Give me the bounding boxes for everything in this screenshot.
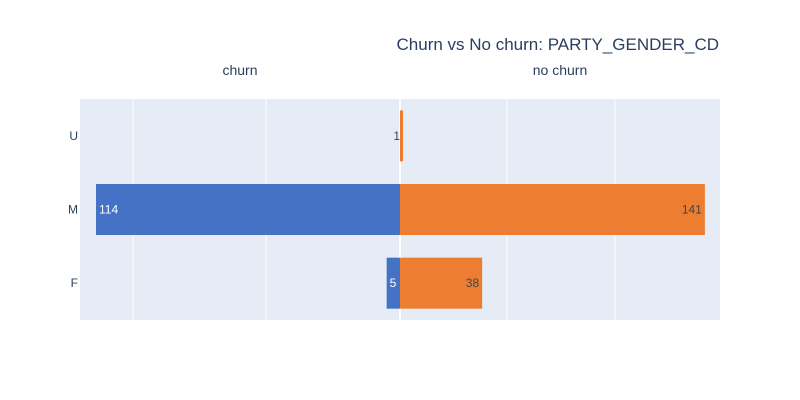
chart-title: Churn vs No churn: PARTY_GENDER_CD <box>397 35 719 54</box>
bar-churn-F <box>386 257 400 309</box>
data-label-no-churn-U: 1 <box>393 129 400 143</box>
bar-labels: 1 114 141 5 38 <box>99 129 702 290</box>
y-tick-label: F <box>71 276 78 290</box>
bar-no-churn-M <box>400 184 705 235</box>
panel-title-no-churn: no churn <box>533 62 587 78</box>
bar-no-churn-F <box>400 257 483 309</box>
bar-churn-M <box>96 184 400 235</box>
y-tick-label: U <box>69 129 78 143</box>
bar-no-churn-U <box>400 110 403 162</box>
y-tick-label: M <box>68 203 78 217</box>
data-label-no-churn-M: 141 <box>682 203 702 217</box>
y-tick-labels: U M F <box>68 129 78 290</box>
bars <box>96 110 705 309</box>
data-label-churn-F: 5 <box>390 276 397 290</box>
data-label-no-churn-F: 38 <box>466 276 480 290</box>
panel-title-churn: churn <box>222 62 257 78</box>
data-label-churn-M: 114 <box>99 203 118 217</box>
